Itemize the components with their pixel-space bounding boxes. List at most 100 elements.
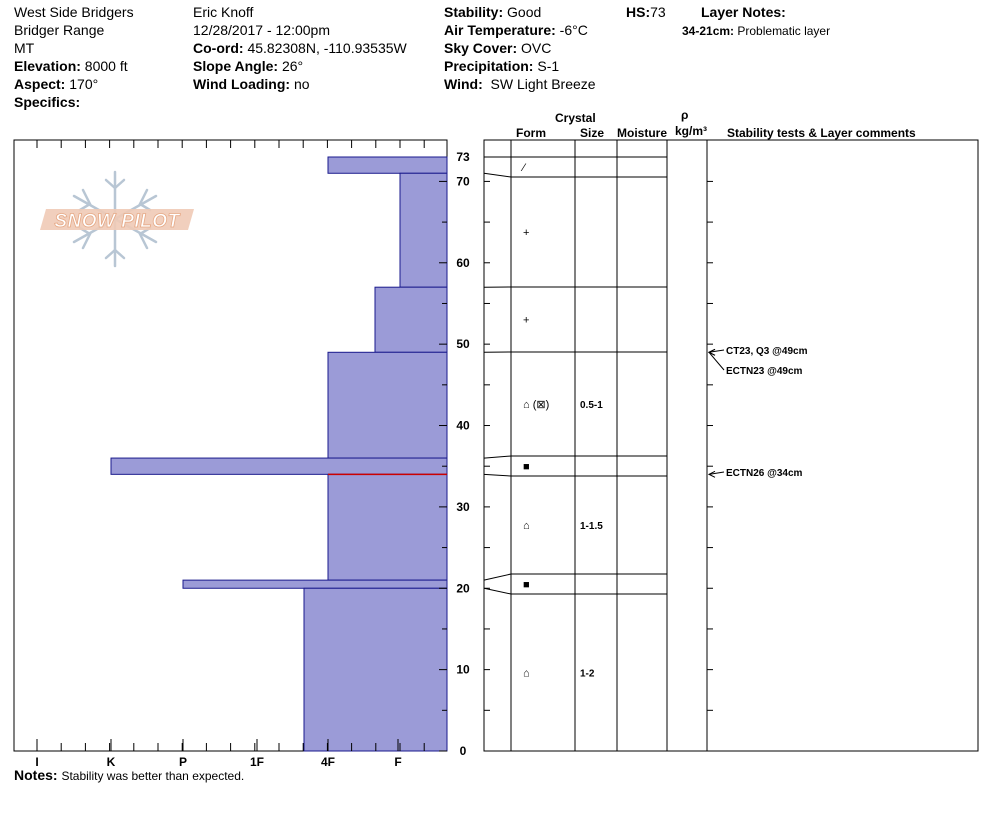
precipitation: Precipitation: S-1 [444,58,559,75]
test-pointer-arrow [707,470,716,478]
wind: Wind: SW Light Breeze [444,76,596,93]
aspect-label: Aspect: [14,76,66,92]
height-tick-label: 10 [456,663,470,677]
hardness-tick-label: P [179,755,187,769]
notes: Notes: Stability was better than expecte… [14,767,244,784]
state-name: MT [14,40,35,56]
coordinates: Co-ord: 45.82308N, -110.93535W [193,40,407,57]
layer-note-range: 34-21cm: [682,24,735,38]
height-tick-label: 50 [456,337,470,351]
height-tick-label: 0 [460,744,467,758]
hardness-bar [303,587,448,752]
stability-test-label: ECTN26 @34cm [726,468,803,479]
slope-label: Slope Angle: [193,58,279,74]
grain-form-symbol: ⌂ [523,520,530,532]
aspect-value: 170° [69,76,99,92]
grain-size-value: 0.5-1 [580,400,603,411]
stability-test-label: CT23, Q3 @49cm [726,346,808,357]
snowpilot-logo: SNOW PILOT [40,170,194,268]
observer-name: Eric Knoff [193,4,254,20]
slope-angle: Slope Angle: 26° [193,58,303,75]
grain-form-symbol: ⌂ [523,668,530,680]
grain-form-symbol: + [523,315,529,327]
sky-label: Sky Cover: [444,40,518,56]
stability-tests-column: CT23, Q3 @49cm ECTN23 @49cm ECTN26 @34cm [707,346,808,479]
test-pointer [708,471,725,475]
height-tick-label: 30 [456,500,470,514]
size-header: Size [580,126,605,140]
range-name: Bridger Range [14,22,105,38]
hardness-bar [182,579,448,589]
wind-loading-label: Wind Loading: [193,76,291,92]
hardness-bar [110,457,448,475]
elevation-label: Elevation: [14,58,81,74]
layer-connector [483,473,512,477]
stability: Stability: Good [444,4,541,21]
test-pointer [708,349,725,353]
hardness-bar [327,156,448,174]
layer-notes-label: Layer Notes: [701,4,786,20]
hardness-profile-plot: I K P 1F 4F F 0 10 20 30 40 50 60 70 73 [13,139,470,769]
location-name: West Side Bridgers [14,4,134,20]
hardness-tick-label: I [35,755,38,769]
grain-form-symbol: ⁄ [520,162,527,174]
hs-label: HS: [626,4,651,20]
snow-height: HS:73 [626,4,666,21]
elevation-value: 8000 ft [84,58,128,74]
layer-note-text: Problematic layer [737,24,831,38]
sky-value: OVC [521,40,552,56]
height-tick-label: 70 [456,174,470,188]
grain-form-symbol: ■ [523,461,530,473]
crystal-header: Crystal [555,111,596,125]
hardness-bar [374,286,448,353]
aspect: Aspect: 170° [14,76,98,93]
precip-value: S-1 [537,58,560,74]
air-temp-value: -6°C [559,22,588,38]
stability-tests-header: Stability tests & Layer comments [727,126,916,140]
stability-test-label: ECTN23 @49cm [726,366,803,377]
precip-label: Precipitation: [444,58,534,74]
height-tick-label: 73 [456,150,470,164]
hardness-tick-label: 1F [250,755,264,769]
layer-connector [483,587,512,595]
hardness-bar [327,351,448,459]
sky-cover: Sky Cover: OVC [444,40,551,57]
layer-connector [483,455,512,459]
height-tick-label: 40 [456,419,470,433]
table-frame [483,139,979,752]
moisture-header: Moisture [617,126,668,140]
observation-datetime: 12/28/2017 - 12:00pm [193,22,330,38]
notes-label: Notes: [14,767,58,783]
test-pointer [708,351,725,371]
hardness-tick-label: F [394,755,401,769]
form-header: Form [516,126,546,140]
grain-form-symbol: + [523,227,529,239]
test-pointer-arrow [707,348,716,356]
snowpilot-logo-text: SNOW PILOT [54,211,180,232]
layer-connector [483,573,512,581]
grain-size-value: 1-2 [580,669,595,680]
notes-text: Stability was better than expected. [61,769,245,783]
hardness-bar [327,473,448,581]
wind-value: SW Light Breeze [490,76,596,92]
hardness-bar [399,172,448,288]
coord-label: Co-ord: [193,40,244,56]
grain-size-value: 1-1.5 [580,521,603,532]
hardness-tick-label: K [107,755,116,769]
height-tick-label: 60 [456,256,470,270]
stability-value: Good [507,4,542,20]
specifics-label: Specifics: [14,94,81,110]
grain-form-symbol: ■ [523,579,530,591]
slope-value: 26° [281,58,304,74]
hs-value: 73 [650,4,666,20]
layer-table: ⁄ + + ⌂ (⊠) 0.5-1 ■ ⌂ 1-1.5 ■ ⌂ 1-2 [483,139,979,752]
height-tick-label: 20 [456,581,470,595]
coord-value: 45.82308N, -110.93535W [247,40,407,56]
layer-note: 34-21cm: Problematic layer [682,24,830,38]
elevation: Elevation: 8000 ft [14,58,128,75]
grain-form-symbol: ⌂ (⊠) [523,399,549,411]
hardness-tick-label: 4F [321,755,335,769]
air-temperature: Air Temperature: -6°C [444,22,588,39]
air-temp-label: Air Temperature: [444,22,556,38]
